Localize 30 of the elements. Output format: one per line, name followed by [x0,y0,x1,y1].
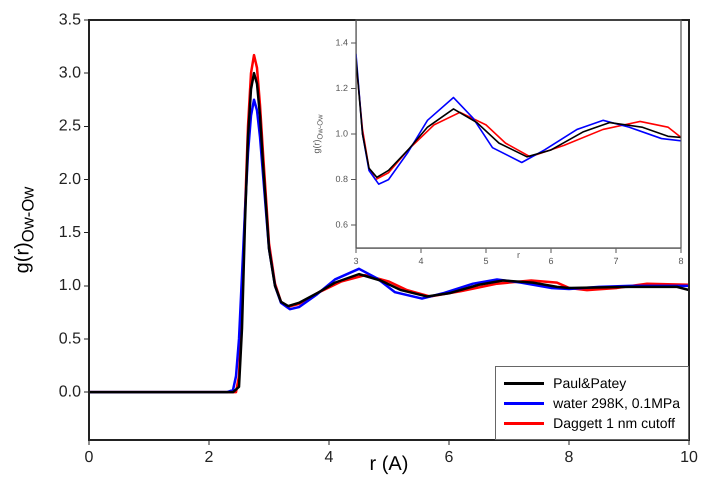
x-tick-label: 4 [324,449,334,466]
x-tick-label: 4 [418,256,424,266]
y-tick-label: 1.5 [58,224,82,242]
y-tick-label: 3.0 [58,64,82,82]
y-tick-label: 2.0 [58,170,82,188]
y-tick-label: 3.5 [58,11,82,28]
y-tick-label: 0.6 [335,220,348,230]
y-tick-label: 1.0 [335,128,348,138]
x-tick-label: 8 [678,256,684,266]
x-tick-label: 10 [680,449,698,466]
y-tick-label: 2.5 [58,118,82,135]
x-axis-title: r (A) [370,453,408,476]
y-tick-label: 0.8 [335,174,348,184]
y-tick-label: 0.0 [58,384,82,401]
legend-label: Paul&Patey [553,375,626,391]
y-tick-label: 0.5 [58,330,82,348]
x-tick-label: 6 [548,256,554,266]
x-tick-label: 5 [483,256,489,266]
y-tick-label: 1.0 [58,277,82,294]
x-tick-label: 0 [84,449,94,466]
x-tick-label: 7 [613,256,619,266]
legend-label: Daggett 1 nm cutoff [553,415,676,431]
x-tick-label: 3 [353,256,359,266]
y-tick-label: 1.4 [335,37,348,48]
x-tick-label: 8 [564,449,574,466]
x-axis-title: r [517,250,520,260]
x-tick-label: 2 [204,449,214,466]
legend-label: water 298K, 0.1MPa [553,395,680,411]
x-tick-label: 6 [444,449,454,466]
y-tick-label: 1.2 [335,82,348,93]
